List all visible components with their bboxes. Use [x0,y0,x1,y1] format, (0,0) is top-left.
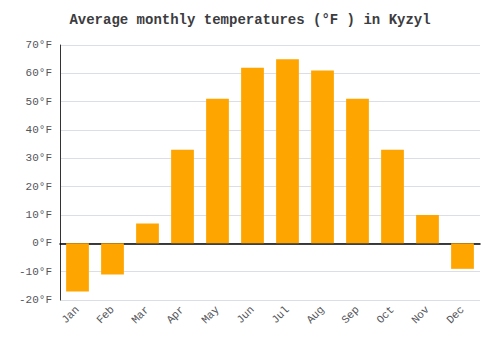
svg-text:Feb: Feb [94,304,116,326]
svg-text:Nov: Nov [409,303,432,326]
svg-text:50°F: 50°F [26,96,52,108]
svg-text:Aug: Aug [304,304,326,326]
svg-text:Jan: Jan [59,304,81,326]
svg-text:30°F: 30°F [26,152,52,164]
svg-text:60°F: 60°F [26,67,52,79]
svg-text:20°F: 20°F [26,181,52,193]
svg-text:Jun: Jun [234,304,256,326]
svg-text:Average monthly temperatures (: Average monthly temperatures (°F ) in Ky… [69,12,430,28]
svg-text:10°F: 10°F [26,209,52,221]
svg-text:-20°F: -20°F [19,294,52,306]
svg-text:70°F: 70°F [26,39,52,51]
svg-text:May: May [199,303,222,326]
svg-text:Apr: Apr [164,304,186,326]
svg-text:Sep: Sep [339,304,361,326]
svg-text:Oct: Oct [374,304,396,326]
svg-text:40°F: 40°F [26,124,52,136]
svg-text:Jul: Jul [269,304,291,326]
svg-text:Dec: Dec [444,304,466,326]
svg-text:Mar: Mar [129,304,151,326]
svg-text:-10°F: -10°F [19,266,52,278]
svg-text:0°F: 0°F [32,237,52,249]
